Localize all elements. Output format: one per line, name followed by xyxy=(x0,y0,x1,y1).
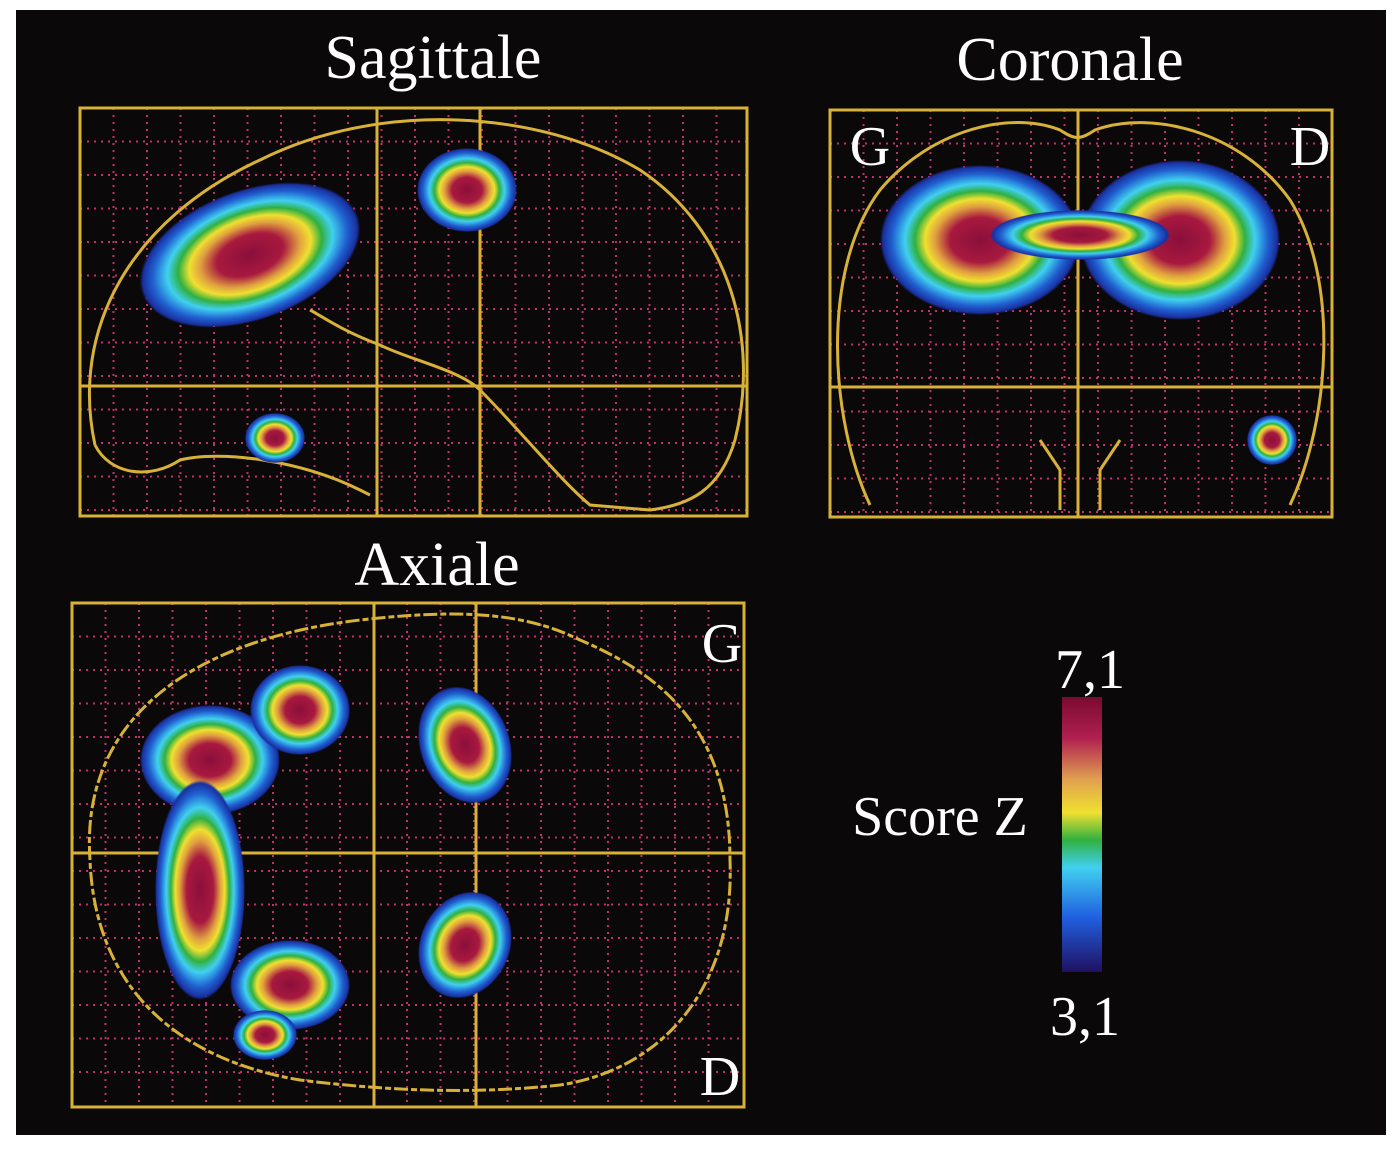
colorbar-min: 3,1 xyxy=(1050,986,1120,1048)
colorbar-label: Score Z xyxy=(852,786,1028,848)
panel-title: Coronale xyxy=(956,26,1183,94)
coronal-outline xyxy=(828,108,1334,519)
side-label: G xyxy=(702,613,742,675)
activation xyxy=(139,182,361,328)
activation xyxy=(230,940,350,1030)
activation xyxy=(417,686,513,804)
activation xyxy=(418,891,512,999)
colorbar xyxy=(1062,697,1102,972)
side-label: D xyxy=(700,1046,740,1108)
side-label: G xyxy=(850,116,890,178)
activation xyxy=(1080,160,1280,320)
activation xyxy=(880,165,1080,315)
activation xyxy=(250,665,350,755)
activation xyxy=(1247,415,1297,465)
activation xyxy=(233,1010,297,1060)
activation xyxy=(990,210,1170,260)
side-label: D xyxy=(1290,116,1330,178)
panel-title: Sagittale xyxy=(325,24,542,92)
activation xyxy=(417,148,517,232)
panel-title: Axiale xyxy=(354,531,519,599)
activation xyxy=(245,413,305,463)
colorbar-max: 7,1 xyxy=(1055,639,1125,701)
activation xyxy=(155,780,245,1000)
activation xyxy=(140,705,280,815)
